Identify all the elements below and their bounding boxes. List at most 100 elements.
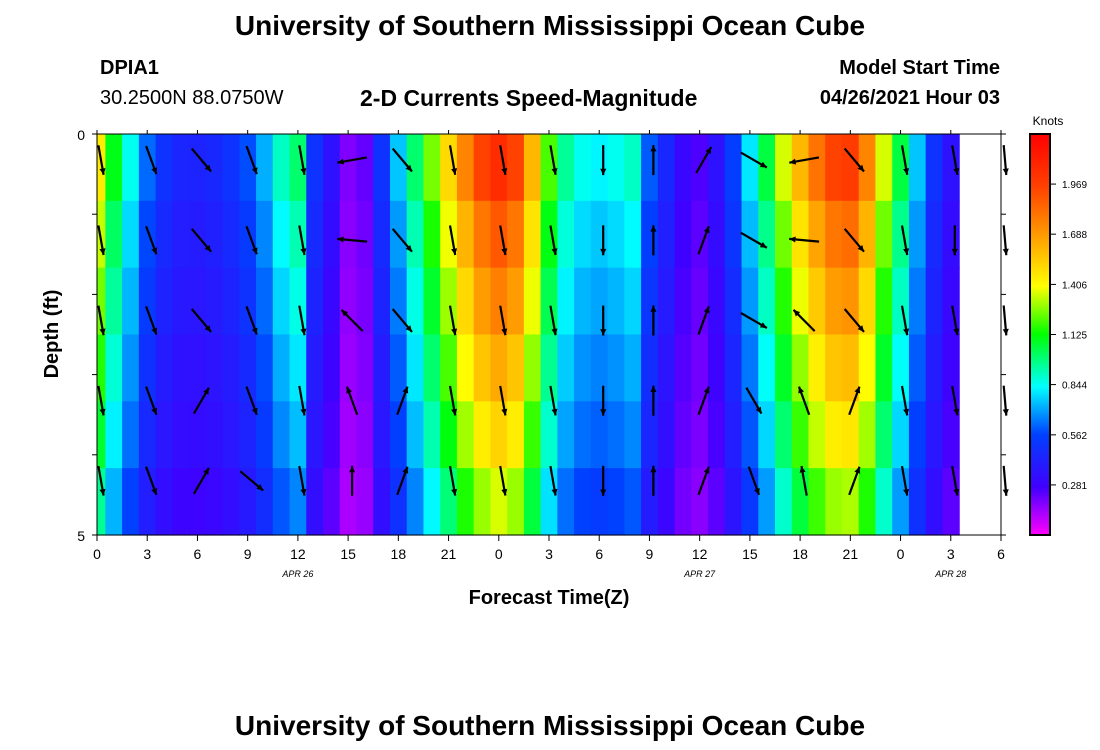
heatmap-cell (557, 200, 575, 269)
heatmap-cell (825, 334, 843, 402)
heatmap-cell (523, 200, 542, 269)
heatmap-cell (256, 267, 274, 336)
vector-arrow (145, 466, 158, 496)
heatmap-cell (356, 134, 374, 202)
arrow-head (204, 325, 212, 332)
vector-arrow (697, 466, 710, 496)
vector-arrow (549, 465, 558, 496)
vector-arrow (1002, 225, 1009, 256)
colorbar-unit: Knots (1033, 114, 1064, 128)
arrow-head (793, 309, 801, 317)
heatmap-cell (607, 134, 625, 202)
heatmap-cell (892, 468, 910, 536)
arrow-head (551, 328, 558, 336)
x-tick-label: 6 (997, 546, 1005, 562)
heatmap-cell (507, 401, 525, 469)
vector-arrow (349, 465, 356, 496)
heatmap-cell (356, 334, 374, 402)
heatmap-cell (172, 134, 190, 202)
vector-arrow (951, 145, 960, 175)
arrow-head (151, 167, 158, 175)
heatmap-cell (205, 334, 224, 402)
heatmap-cell (222, 267, 240, 336)
arrow-head (405, 245, 412, 252)
heatmap-cell (155, 334, 173, 402)
arrow-head (451, 168, 458, 175)
x-tick-label: 0 (93, 546, 101, 562)
vector-arrow (740, 151, 768, 169)
heatmap-cell (590, 468, 609, 536)
vector-arrow (190, 147, 212, 173)
vector-arrow (600, 465, 607, 496)
x-tick-label: 6 (194, 546, 202, 562)
heatmap-cell (808, 334, 826, 402)
heatmap-cell (607, 200, 625, 269)
arrow-head (151, 407, 158, 415)
heatmap-cell (791, 401, 810, 469)
heatmap-cell (323, 134, 341, 202)
vector-arrow (448, 145, 458, 175)
heatmap-cell (925, 267, 944, 336)
arrow-head (1002, 248, 1009, 256)
heatmap-cell (624, 134, 642, 202)
vector-arrow (951, 465, 960, 496)
heatmap-cell (590, 334, 609, 402)
heatmap-cell (540, 267, 558, 336)
heatmap-cell (691, 267, 709, 336)
heatmap-cell (825, 200, 843, 269)
heatmap-cell (323, 200, 341, 269)
heatmap-cell (674, 200, 692, 269)
arrow-head (953, 488, 960, 496)
heatmap-cell (724, 200, 743, 269)
heatmap-cell (841, 267, 860, 336)
x-tick-label: 15 (742, 546, 758, 562)
heatmap-cell (289, 200, 307, 269)
heatmap-cell (908, 267, 927, 336)
heatmap-cell (406, 468, 425, 536)
arrow-head (953, 408, 960, 416)
heatmap-cell (97, 401, 106, 469)
heatmap-cell (423, 334, 441, 402)
heatmap-cell (373, 401, 391, 469)
vector-arrow (499, 305, 508, 336)
heatmap-cell (875, 401, 893, 469)
x-tick-label: 21 (843, 546, 859, 562)
heatmap-cell (406, 200, 425, 269)
vector-arrow (499, 465, 508, 496)
heatmap-cell (708, 468, 726, 536)
heatmap-cell (155, 401, 173, 469)
date-label: APR 27 (683, 569, 716, 579)
heatmap-cell (289, 134, 307, 202)
heatmap-cell (222, 468, 240, 536)
heatmap-cell (908, 334, 927, 402)
arrow-head (1002, 489, 1009, 496)
heatmap-cell (239, 334, 257, 402)
heatmap-cell (674, 334, 692, 402)
arrow-head (551, 488, 558, 496)
vector-arrow (650, 225, 657, 256)
chart-title: 2-D Currents Speed-Magnitude (360, 85, 698, 111)
heatmap-cell (289, 334, 307, 402)
vector-arrow (549, 305, 558, 336)
heatmap-cell (222, 401, 240, 469)
arrow-head (857, 245, 864, 252)
heatmap-cell (356, 200, 374, 269)
vector-arrow (1002, 385, 1009, 416)
vector-arrow (145, 306, 158, 335)
heatmap-cell (456, 401, 475, 469)
heatmap-cell (841, 134, 860, 202)
heatmap-cell (590, 401, 609, 469)
vector-arrows (97, 145, 1009, 496)
arrow-head (551, 408, 558, 416)
heatmap-cell (222, 200, 240, 269)
vector-arrow (499, 225, 508, 256)
heatmap-cell (590, 267, 609, 336)
heatmap-cell (406, 334, 425, 402)
arrow-head (759, 161, 767, 168)
arrow-head (759, 322, 767, 328)
heatmap-cell (306, 468, 324, 536)
heatmap-cell (122, 200, 140, 269)
heatmap-cell (490, 334, 508, 402)
arrow-head (251, 327, 258, 335)
arrow-head (857, 325, 864, 332)
